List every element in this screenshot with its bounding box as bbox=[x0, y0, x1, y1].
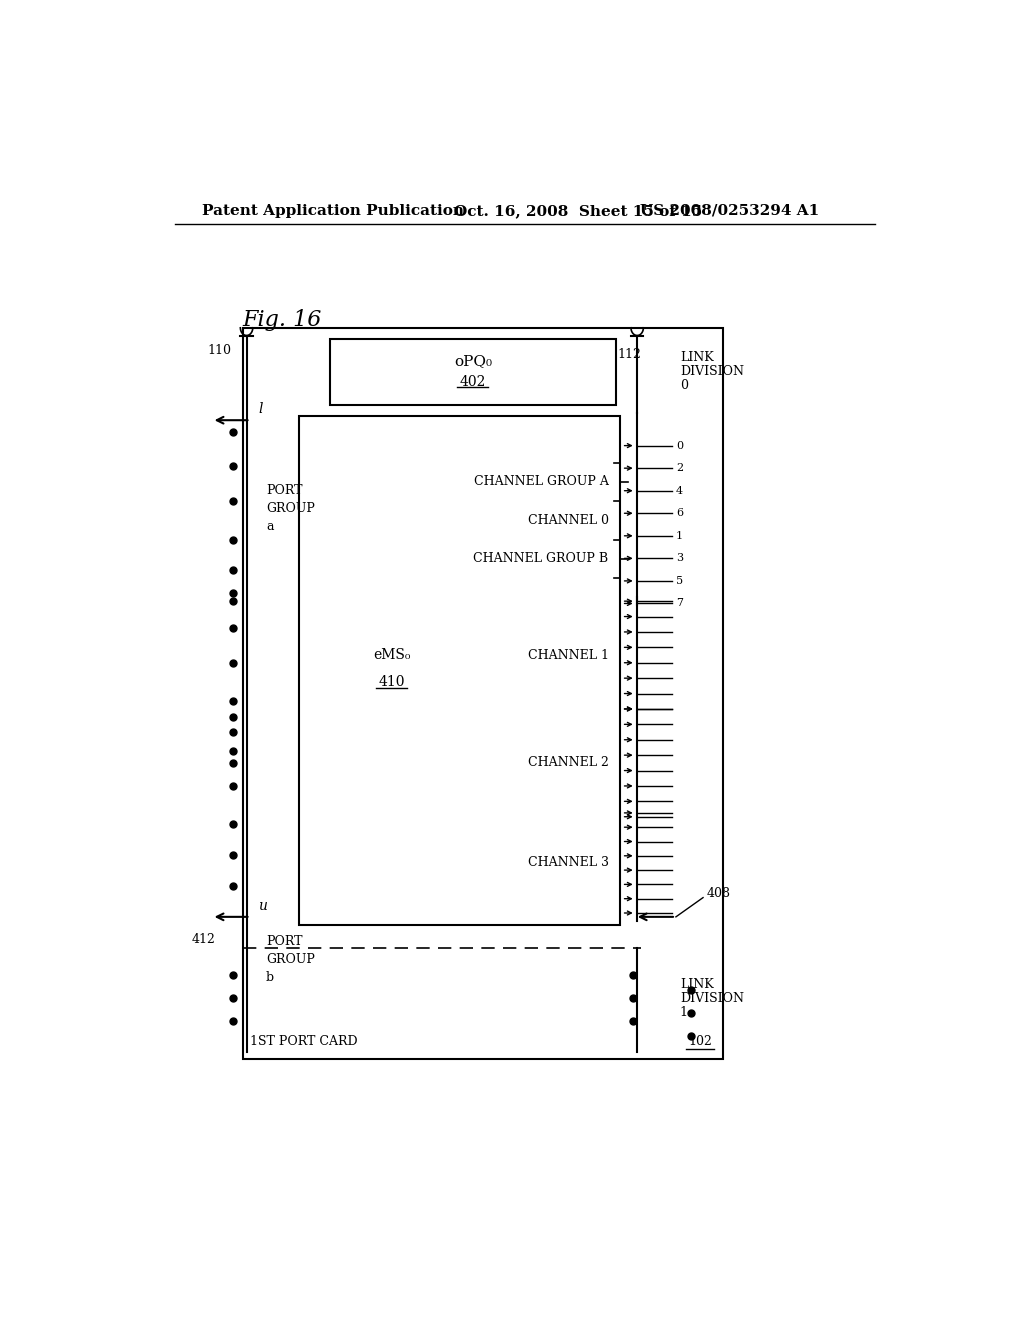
Text: 410: 410 bbox=[378, 675, 404, 689]
Text: CHANNEL GROUP B: CHANNEL GROUP B bbox=[473, 552, 608, 565]
Text: 3: 3 bbox=[676, 553, 683, 564]
Text: 4: 4 bbox=[676, 486, 683, 496]
Text: 412: 412 bbox=[193, 933, 216, 946]
Text: 102: 102 bbox=[688, 1035, 712, 1048]
Text: DIVISION: DIVISION bbox=[680, 364, 743, 378]
Text: CHANNEL GROUP A: CHANNEL GROUP A bbox=[474, 475, 608, 488]
Text: 1ST PORT CARD: 1ST PORT CARD bbox=[251, 1035, 358, 1048]
Text: eMS₀: eMS₀ bbox=[373, 648, 411, 663]
Text: Fig. 16: Fig. 16 bbox=[243, 309, 323, 330]
Text: l: l bbox=[258, 403, 263, 416]
Text: 2: 2 bbox=[676, 463, 683, 473]
Text: LINK: LINK bbox=[680, 978, 714, 991]
Text: 1: 1 bbox=[680, 1006, 688, 1019]
Text: 408: 408 bbox=[707, 887, 731, 900]
Text: 0: 0 bbox=[680, 379, 688, 392]
Text: CHANNEL 3: CHANNEL 3 bbox=[527, 857, 608, 870]
Text: 6: 6 bbox=[676, 508, 683, 519]
Text: 1: 1 bbox=[676, 531, 683, 541]
Text: DIVISION: DIVISION bbox=[680, 993, 743, 1006]
Text: CHANNEL 0: CHANNEL 0 bbox=[527, 513, 608, 527]
Text: 112: 112 bbox=[617, 348, 641, 362]
Bar bbox=[243, 327, 723, 1059]
Text: PORT
GROUP
b: PORT GROUP b bbox=[266, 935, 314, 983]
Text: LINK: LINK bbox=[680, 351, 714, 364]
Text: CHANNEL 1: CHANNEL 1 bbox=[527, 648, 608, 661]
Text: 402: 402 bbox=[460, 375, 486, 388]
Text: 5: 5 bbox=[676, 576, 683, 586]
Text: 110: 110 bbox=[208, 345, 231, 358]
Text: u: u bbox=[258, 899, 267, 913]
Text: oPQ₀: oPQ₀ bbox=[454, 354, 492, 368]
Text: CHANNEL 2: CHANNEL 2 bbox=[527, 756, 608, 770]
Bar bbox=[299, 416, 621, 924]
Text: Patent Application Publication: Patent Application Publication bbox=[202, 203, 464, 218]
Text: US 2008/0253294 A1: US 2008/0253294 A1 bbox=[640, 203, 819, 218]
Text: PORT
GROUP
a: PORT GROUP a bbox=[266, 484, 314, 533]
Text: 0: 0 bbox=[676, 441, 683, 450]
Text: Oct. 16, 2008  Sheet 15 of 15: Oct. 16, 2008 Sheet 15 of 15 bbox=[454, 203, 701, 218]
Text: 7: 7 bbox=[676, 598, 683, 609]
Bar bbox=[330, 339, 616, 405]
